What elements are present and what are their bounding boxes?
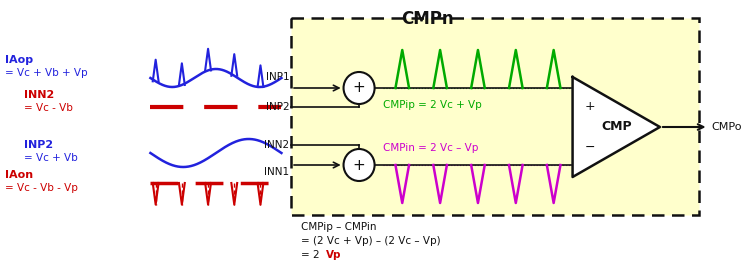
Text: = (2 Vc + Vp) – (2 Vc – Vp): = (2 Vc + Vp) – (2 Vc – Vp) — [301, 236, 440, 246]
Text: = Vc - Vb - Vp: = Vc - Vb - Vp — [5, 183, 77, 193]
Text: +: + — [353, 81, 365, 95]
Text: CMPip = 2 Vc + Vp: CMPip = 2 Vc + Vp — [383, 100, 482, 110]
Text: CMPo: CMPo — [711, 122, 742, 132]
Text: IAop: IAop — [5, 55, 33, 65]
Text: CMPin = 2 Vc – Vp: CMPin = 2 Vc – Vp — [383, 143, 478, 153]
Text: CMPn: CMPn — [401, 10, 453, 28]
Circle shape — [344, 72, 374, 104]
Text: Vp: Vp — [326, 250, 341, 260]
Text: INP2: INP2 — [266, 102, 289, 112]
Text: INN2: INN2 — [264, 140, 289, 150]
Text: IAon: IAon — [5, 170, 33, 180]
Text: = 2: = 2 — [301, 250, 323, 260]
Text: INP2: INP2 — [25, 140, 54, 150]
Text: = Vc + Vb + Vp: = Vc + Vb + Vp — [5, 68, 88, 78]
Text: −: − — [584, 141, 594, 153]
Text: +: + — [353, 158, 365, 172]
Text: INN1: INN1 — [264, 167, 289, 177]
Bar — [291, 18, 699, 215]
Text: CMPip – CMPin: CMPip – CMPin — [301, 222, 376, 232]
Text: CMP: CMP — [602, 120, 632, 133]
Text: = Vc + Vb: = Vc + Vb — [25, 153, 78, 163]
Text: INP1: INP1 — [266, 72, 289, 82]
Circle shape — [344, 149, 374, 181]
Text: = Vc - Vb: = Vc - Vb — [25, 103, 73, 113]
Text: INN2: INN2 — [25, 90, 54, 100]
Text: +: + — [584, 100, 595, 114]
Polygon shape — [573, 77, 660, 177]
